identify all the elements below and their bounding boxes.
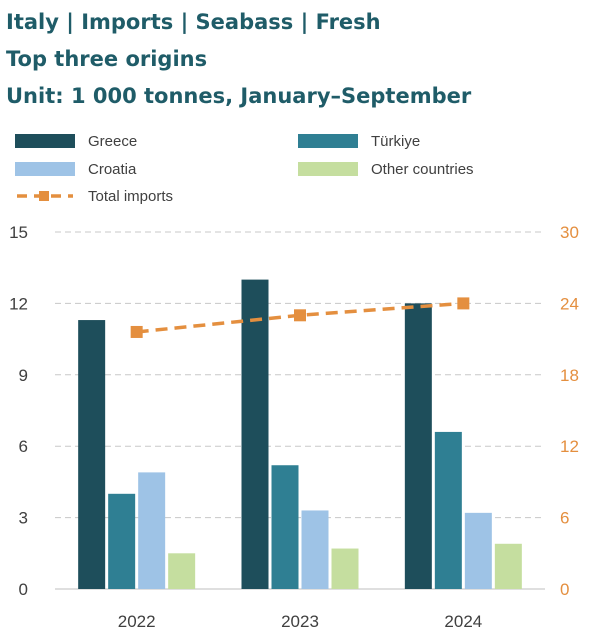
point-total-imports <box>294 309 306 322</box>
bar-t-rkiye-2023 <box>271 465 299 589</box>
x-tick-label: 2022 <box>118 612 156 631</box>
y-left-tick-label: 15 <box>9 223 28 242</box>
chart-title: Italy | Imports | Seabass | Fresh <box>6 10 381 34</box>
y-left-tick-label: 9 <box>19 366 28 385</box>
bar-greece-2022 <box>78 320 106 589</box>
line-total-imports <box>136 301 464 334</box>
legend-marker-total-imports <box>39 191 49 201</box>
y-right-tick-label: 18 <box>560 366 579 385</box>
legend-swatch-greece <box>15 134 75 148</box>
y-left-tick-label: 0 <box>19 580 28 599</box>
bar-other-countries-2023 <box>331 548 359 589</box>
point-total-imports <box>457 297 470 310</box>
legend-swatch-other-countries <box>298 162 358 176</box>
bar-greece-2023 <box>241 279 269 589</box>
legend-label-croatia: Croatia <box>88 161 137 178</box>
legend-label-total-imports: Total imports <box>88 188 173 205</box>
x-tick-label: 2024 <box>444 612 482 631</box>
bar-greece-2024 <box>404 303 432 589</box>
y-right-tick-label: 0 <box>560 580 569 599</box>
legend-label-t-rkiye: Türkiye <box>371 133 420 150</box>
bar-croatia-2024 <box>464 512 492 589</box>
bar-other-countries-2024 <box>494 543 522 589</box>
point-total-imports <box>130 325 143 338</box>
y-right-tick-label: 12 <box>560 437 579 456</box>
legend-swatch-croatia <box>15 162 75 176</box>
chart-unit: Unit: 1 000 tonnes, January–September <box>6 84 472 108</box>
y-right-tick-label: 30 <box>560 223 579 242</box>
chart-titles: Italy | Imports | Seabass | Fresh Top th… <box>6 4 471 115</box>
bar-croatia-2023 <box>301 510 329 589</box>
legend-label-other-countries: Other countries <box>371 161 474 178</box>
bar-other-countries-2022 <box>168 553 196 589</box>
bar-croatia-2022 <box>138 472 166 589</box>
bar-t-rkiye-2022 <box>108 493 136 589</box>
bar-t-rkiye-2024 <box>434 431 462 589</box>
legend-label-greece: Greece <box>88 133 137 150</box>
y-right-tick-label: 6 <box>560 509 569 528</box>
y-left-tick-label: 3 <box>19 509 28 528</box>
chart-subtitle: Top three origins <box>6 47 208 71</box>
y-left-tick-label: 6 <box>19 437 28 456</box>
y-right-tick-label: 24 <box>560 294 579 313</box>
x-tick-label: 2023 <box>281 612 319 631</box>
y-left-tick-label: 12 <box>9 294 28 313</box>
legend-swatch-t-rkiye <box>298 134 358 148</box>
